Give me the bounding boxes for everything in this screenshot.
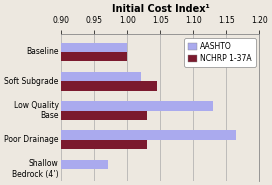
Bar xyxy=(61,72,141,81)
Bar xyxy=(61,130,236,140)
Bar xyxy=(61,101,213,110)
Bar xyxy=(61,81,157,91)
Legend: AASHTO, NCHRP 1-37A: AASHTO, NCHRP 1-37A xyxy=(184,38,256,67)
Bar xyxy=(61,52,128,61)
Bar xyxy=(61,140,147,149)
Bar xyxy=(61,160,108,169)
X-axis label: Initial Cost Index¹: Initial Cost Index¹ xyxy=(112,4,209,14)
Bar xyxy=(61,43,128,52)
Bar xyxy=(61,110,147,120)
